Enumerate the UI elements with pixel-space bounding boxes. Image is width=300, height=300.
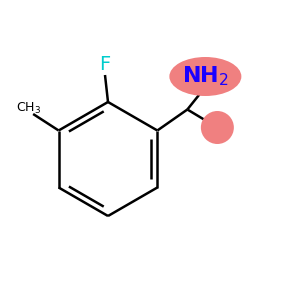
Text: F: F: [99, 55, 111, 74]
Ellipse shape: [169, 57, 242, 96]
Circle shape: [201, 111, 234, 144]
Text: CH$_3$: CH$_3$: [16, 101, 41, 116]
Text: NH$_2$: NH$_2$: [182, 65, 229, 88]
